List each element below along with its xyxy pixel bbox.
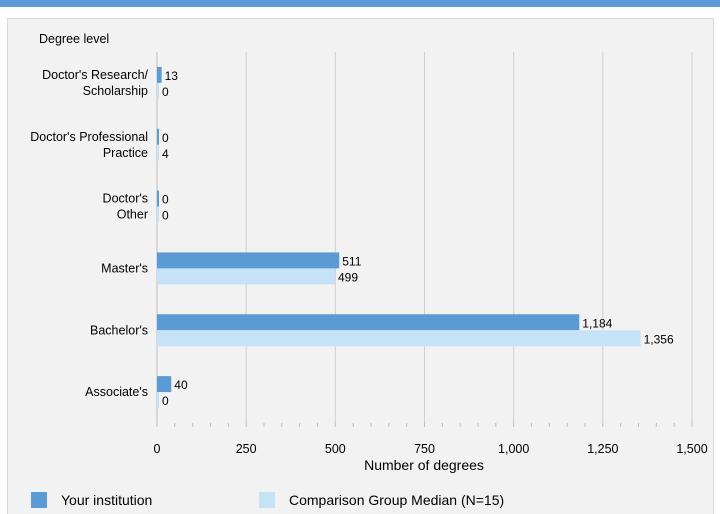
category-label: Associate's — [85, 385, 148, 399]
legend-swatch-your-institution — [31, 492, 47, 508]
chart-panel — [7, 18, 714, 514]
legend-item-your-institution: Your institution — [31, 492, 152, 508]
x-tick-label: 500 — [325, 442, 346, 456]
bar-comparison-median — [157, 268, 335, 285]
category-label: Doctor's Other — [103, 192, 148, 222]
category-label: Doctor's Research/Scholarship — [42, 68, 148, 98]
bar-your-institution — [157, 66, 162, 83]
header-accent-bar — [0, 0, 720, 7]
x-tick-label: 0 — [154, 442, 161, 456]
gridlines — [156, 52, 693, 427]
category-label: Bachelor's — [90, 323, 148, 337]
value-label: 0 — [162, 193, 169, 207]
x-axis-title: Number of degrees — [364, 457, 484, 473]
bar-comparison-median — [157, 330, 641, 347]
legend: Your institution Comparison Group Median… — [0, 492, 720, 514]
value-label: 1,184 — [582, 316, 612, 330]
value-label: 4 — [162, 147, 169, 161]
bar-comparison-median — [157, 392, 159, 409]
bar-your-institution — [157, 252, 340, 269]
category-label: Doctor's Professional Practice — [30, 130, 148, 160]
value-label: 13 — [165, 69, 179, 83]
bar-your-institution — [157, 376, 172, 393]
bar-comparison-median — [157, 144, 159, 161]
legend-label-your-institution: Your institution — [61, 492, 153, 508]
x-tick-label: 1,500 — [676, 442, 707, 456]
bar-chart: Doctor's Research/Scholarship Doctor's Pr… — [30, 32, 708, 473]
x-tick-label: 1,000 — [498, 442, 529, 456]
x-tick-label: 250 — [236, 442, 257, 456]
bar-your-institution — [157, 190, 159, 207]
category-label: Master's — [101, 261, 148, 275]
bar-comparison-median — [157, 82, 159, 99]
x-tick-labels: 0 250 500 750 1,000 1,250 1,500 — [154, 442, 708, 456]
y-axis-title: Degree level — [39, 32, 109, 46]
bar-your-institution — [157, 314, 580, 331]
legend-label-comparison-group: Comparison Group Median (N=15) — [289, 492, 505, 508]
value-label: 1,356 — [644, 332, 674, 346]
value-label: 511 — [342, 254, 361, 268]
value-label: 499 — [338, 270, 358, 284]
legend-item-comparison-group: Comparison Group Median (N=15) — [259, 492, 504, 508]
value-label: 0 — [162, 394, 169, 408]
value-label: 0 — [162, 209, 169, 223]
bar-comparison-median — [157, 206, 159, 223]
category-labels: Doctor's Research/Scholarship Doctor's Pr… — [30, 68, 148, 399]
value-label: 40 — [174, 378, 188, 392]
bar-your-institution — [157, 128, 159, 145]
value-label: 0 — [162, 131, 169, 145]
bars — [157, 66, 641, 409]
legend-swatch-comparison-group — [259, 492, 275, 508]
x-tick-label: 750 — [414, 442, 435, 456]
x-tick-label: 1,250 — [587, 442, 618, 456]
value-label: 0 — [162, 85, 169, 99]
